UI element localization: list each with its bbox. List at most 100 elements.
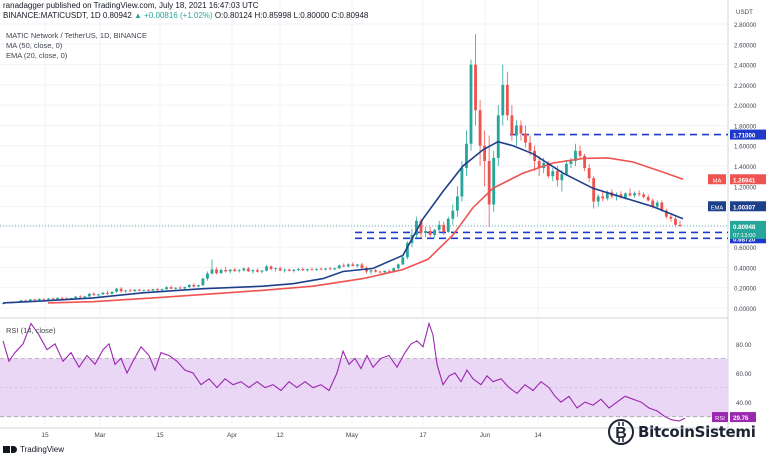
candle-body: [192, 284, 196, 287]
candle-body: [378, 271, 382, 273]
candle-body: [28, 299, 32, 302]
candle-body: [165, 287, 168, 290]
price-tick-label: 0.60000: [734, 245, 757, 252]
candle-body: [465, 143, 468, 169]
candle-body: [405, 243, 409, 258]
candle-body: [251, 270, 255, 272]
candle-body: [342, 265, 346, 267]
price-tick-label: 1.80000: [734, 123, 757, 130]
rsi-tick-label: 40.00: [736, 400, 752, 407]
candle-body: [419, 220, 423, 233]
indicator-value-box: [730, 201, 766, 212]
candle-body: [87, 293, 91, 297]
candle-body: [60, 297, 64, 299]
price-tick-label: 1.60000: [734, 144, 757, 151]
candle-body: [287, 269, 291, 271]
candle-body: [546, 162, 550, 177]
candle-body: [196, 285, 200, 287]
candle-body: [292, 269, 296, 271]
candle-body: [655, 202, 659, 207]
candle-body: [660, 202, 664, 211]
time-tick-label: 14: [534, 432, 542, 439]
candle-body: [451, 210, 455, 219]
candle-body: [428, 230, 432, 235]
candle-body: [201, 278, 205, 286]
price-tick-label: 2.20000: [734, 83, 757, 90]
time-tick-label: 15: [41, 432, 49, 439]
candle-body: [437, 224, 441, 230]
candle-body: [206, 273, 209, 279]
rsi-value-label: 29.76: [733, 415, 749, 422]
indicator-name-box: [708, 201, 726, 212]
candle-body: [174, 287, 178, 289]
candle-body: [565, 163, 568, 175]
ema-legend[interactable]: EMA (20, close, 0): [6, 51, 68, 60]
candle-body: [455, 196, 459, 211]
last-price: 0.80942: [102, 11, 132, 20]
indicator-name-box: [708, 174, 726, 185]
candle-body: [183, 287, 187, 289]
level-value-label: 0.68720: [733, 236, 756, 243]
candle-body: [583, 155, 586, 169]
indicator-value-label: 1.26941: [733, 177, 756, 184]
candle-body: [101, 292, 105, 295]
rsi-line: [2, 321, 686, 422]
indicator-value-box: [730, 174, 766, 185]
candle-body: [628, 193, 632, 196]
rsi-value-box: [730, 412, 756, 423]
candle-body: [283, 269, 287, 271]
symbol-legend[interactable]: MATIC Network / TetherUS, 1D, BINANCE: [6, 31, 148, 40]
indicator-name-label: MA: [713, 178, 722, 184]
candle-body: [360, 264, 364, 268]
candle-body: [460, 168, 464, 197]
indicator-value-label: 1.00307: [733, 204, 756, 211]
candle-body: [237, 270, 241, 272]
candle-body: [601, 196, 605, 199]
candle-body: [169, 287, 173, 289]
price-axis-unit: USDT: [736, 9, 753, 16]
indicator-name-label: EMA: [711, 205, 724, 211]
candle-body: [496, 115, 500, 158]
tradingview-footer[interactable]: TradingView: [3, 445, 64, 454]
candle-body: [442, 224, 446, 232]
candle-body: [619, 194, 623, 198]
price-tick-label: 0.20000: [734, 286, 757, 293]
candle-body: [278, 268, 282, 271]
candle-body: [296, 269, 300, 270]
price-tick-label: 2.00000: [734, 103, 757, 110]
candle-body: [478, 110, 482, 146]
rsi-band: [0, 358, 728, 417]
candle-body: [651, 200, 655, 207]
candle-body: [392, 268, 396, 272]
candle-body: [33, 299, 37, 301]
price-tick-label: 1.20000: [734, 184, 757, 191]
candle-body: [78, 296, 82, 298]
ma-legend[interactable]: MA (50, close, 0): [6, 41, 63, 50]
candle-body: [401, 257, 405, 265]
candle-body: [624, 193, 627, 198]
candle-body: [355, 264, 359, 266]
ema-20-line: [2, 140, 684, 304]
candle-body: [646, 196, 650, 201]
level-value-label: 1.71000: [733, 133, 756, 140]
candle-body: [337, 265, 341, 269]
time-tick-label: 17: [419, 432, 427, 439]
candle-body: [492, 157, 496, 205]
candle-body: [319, 268, 323, 270]
bitcoin-coin-icon: B: [608, 419, 634, 445]
candle-body: [224, 269, 228, 272]
candle-body: [637, 193, 641, 195]
candle-body: [515, 125, 518, 136]
candle-body: [74, 296, 78, 299]
ohlc-line: BINANCE:MATICUSDT, 1D 0.80942 ▲ +0.00816…: [3, 11, 368, 21]
candle-body: [528, 142, 532, 151]
candle-body: [83, 296, 87, 298]
candle-body: [233, 269, 237, 271]
candle-body: [483, 145, 487, 161]
candle-body: [51, 298, 55, 300]
candle-body: [328, 268, 332, 270]
candle-body: [269, 266, 273, 269]
candle-body: [119, 288, 123, 292]
candle-body: [596, 196, 600, 202]
rsi-legend[interactable]: RSI (14, close): [6, 326, 56, 335]
